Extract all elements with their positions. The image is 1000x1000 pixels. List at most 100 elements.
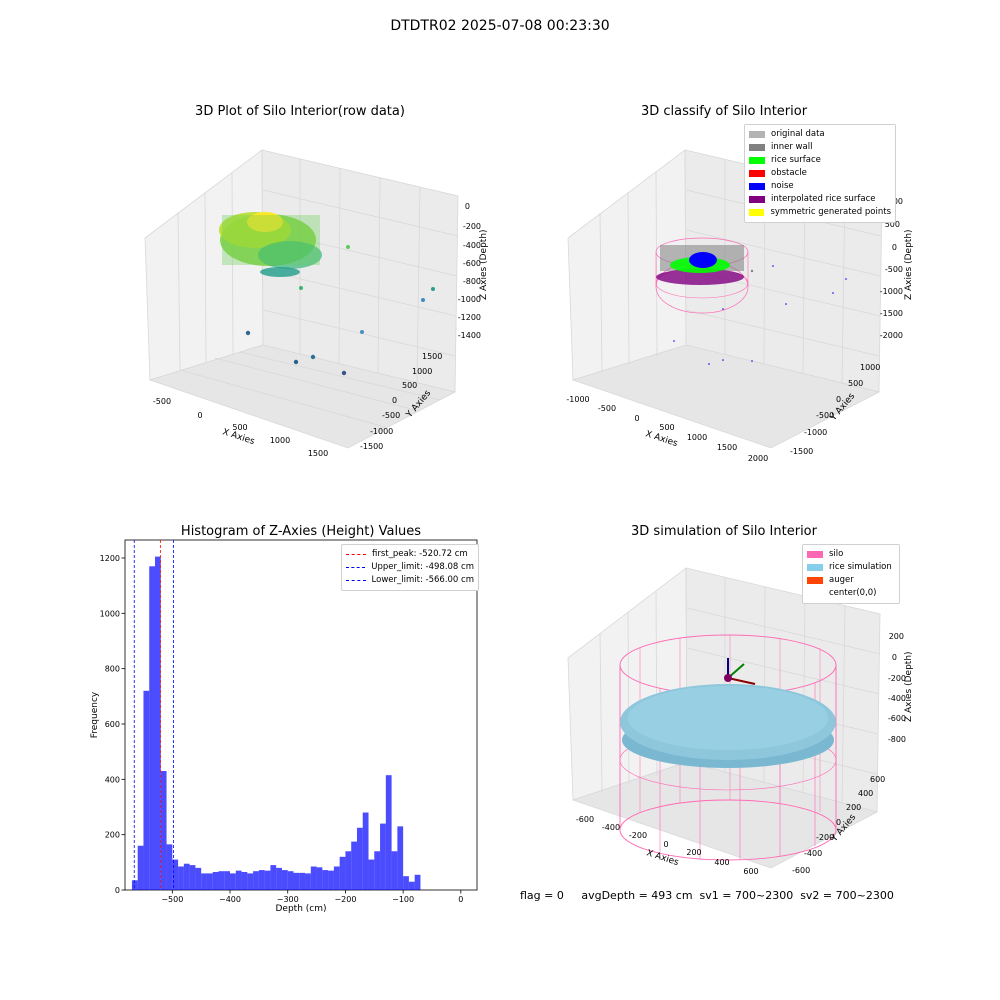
legend-item-center: center(0,0) [807,587,895,600]
sim-z-tick: 200 [889,632,904,641]
legend-item-auger: auger [807,574,895,587]
raw-z-tick: 0 [465,202,470,211]
histogram-bar [195,867,202,890]
classify-x-tick: 1000 [687,433,707,442]
raw-y-tick: -1500 [360,442,383,451]
legend-item-upper-limit: Upper_limit: -498.08 cm [346,561,474,574]
raw-z-tick: -400 [463,241,481,250]
histogram-bar [137,845,144,890]
histogram-bar [293,872,300,890]
classify-z-tick: 0 [892,243,897,252]
legend-item-original-data: original data [749,128,891,141]
histogram-x-tick-label: −100 [392,895,414,904]
legend-item-silo: silo [807,548,895,561]
legend-item-rice-simulation: rice simulation [807,561,895,574]
histogram-y-tick-label: 800 [105,665,120,674]
histogram-bar [276,867,282,890]
histogram-bar [160,771,167,890]
legend-swatch [749,131,765,138]
classify-z-tick: -1500 [880,309,903,318]
classify-3d-y-ticks: 1000 500 0 -500 -1000 -1500 [790,363,880,456]
legend-swatch [807,564,823,571]
histogram-bar [287,871,294,890]
raw-z-tick: -200 [463,222,481,231]
histogram-x-tick-label: −200 [334,895,356,904]
status-footer: flag = 0 avgDepth = 493 cm sv1 = 700~230… [520,889,894,902]
histogram-bar [345,851,352,890]
classify-x-tick: 500 [659,423,674,432]
simulation-z-axis-label: Z Axies (Depth) [904,651,914,722]
raw-z-tick: -1000 [458,295,481,304]
histogram-legend: first_peak: -520.72 cm Upper_limit: -498… [341,544,479,591]
histogram-bar [316,867,323,890]
classify-z-tick: -500 [885,265,903,274]
legend-swatch [749,209,765,216]
classify-x-tick: -1000 [566,395,589,404]
sim-z-tick: -800 [888,735,906,744]
histogram-bar [328,870,334,890]
legend-item-inner-wall: inner wall [749,141,891,154]
histogram-y-tick-label: 200 [105,831,120,840]
raw-y-tick: 1000 [412,367,432,376]
histogram-y-axis-label: Frequency [90,691,100,738]
histogram-bar [189,865,196,890]
raw-3d-x-ticks: -500 0 500 1000 1500 [153,397,328,458]
histogram-bar [322,870,329,890]
classify-y-tick: -1500 [790,447,813,456]
simulation-3d-model [619,634,837,861]
raw-x-tick: 1000 [270,436,290,445]
sim-y-tick: -600 [792,866,810,875]
histogram-bar [172,859,179,890]
histogram-y-ticks: 0 200 400 600 800 1000 1200 [100,554,125,895]
classify-x-tick: -500 [598,404,616,413]
histogram-reference-lines [133,540,174,890]
histogram-y-tick-label: 400 [105,775,120,784]
histogram-bar [264,870,271,890]
histogram-bar [299,872,306,890]
histogram-x-tick-label: 0 [458,895,463,904]
histogram-bar [310,866,317,890]
histogram-bar [212,872,219,890]
raw-x-tick: -500 [153,397,171,406]
raw-y-tick: 1500 [422,352,442,361]
sim-x-tick: -200 [629,831,647,840]
classify-x-tick: 1500 [717,443,737,452]
histogram-bar [247,873,254,890]
legend-line [346,567,366,568]
histogram-bar [305,873,311,890]
histogram-bar [206,873,213,890]
classify-y-tick: 1000 [860,363,880,372]
histogram-x-ticks: −500 −400 −300 −200 −100 0 [161,890,463,904]
classify-y-tick: 500 [848,379,863,388]
histogram-bar [408,881,415,890]
classify-z-axis-label: Z Axies (Depth) [904,229,914,300]
histogram-bar [224,871,231,890]
raw-3d-axes-panes [144,149,459,449]
raw-y-tick: 0 [392,396,397,405]
classify-3d-axes-panes [567,149,883,449]
histogram-bar [281,870,288,890]
raw-3d-y-ticks: 1500 1000 500 0 -500 -1000 -1500 [360,352,442,451]
classify-3d-data-points [655,237,847,365]
histogram-bar [253,871,259,890]
simulation-3d-y-ticks: 600 400 200 0 -200 -400 -600 [792,775,885,875]
classify-x-tick: 2000 [748,454,768,463]
histogram-x-tick-label: −300 [277,895,299,904]
histogram-bar [201,873,207,890]
legend-item-noise: noise [749,180,891,193]
legend-item-lower-limit: Lower_limit: -566.00 cm [346,574,474,587]
histogram-bar [258,870,265,890]
raw-x-tick: 500 [232,423,247,432]
sim-x-tick: -400 [602,823,620,832]
sim-y-tick: 400 [858,789,873,798]
raw-3d-data-points [219,212,435,376]
classify-z-tick: -1000 [880,287,903,296]
histogram-title: Histogram of Z-Axies (Height) Values [180,524,422,539]
histogram-bar [241,872,248,890]
sim-x-tick: -600 [576,815,594,824]
legend-swatch [807,590,823,597]
histogram-x-tick-label: −500 [161,895,183,904]
histogram-y-tick-label: 1000 [100,609,120,618]
